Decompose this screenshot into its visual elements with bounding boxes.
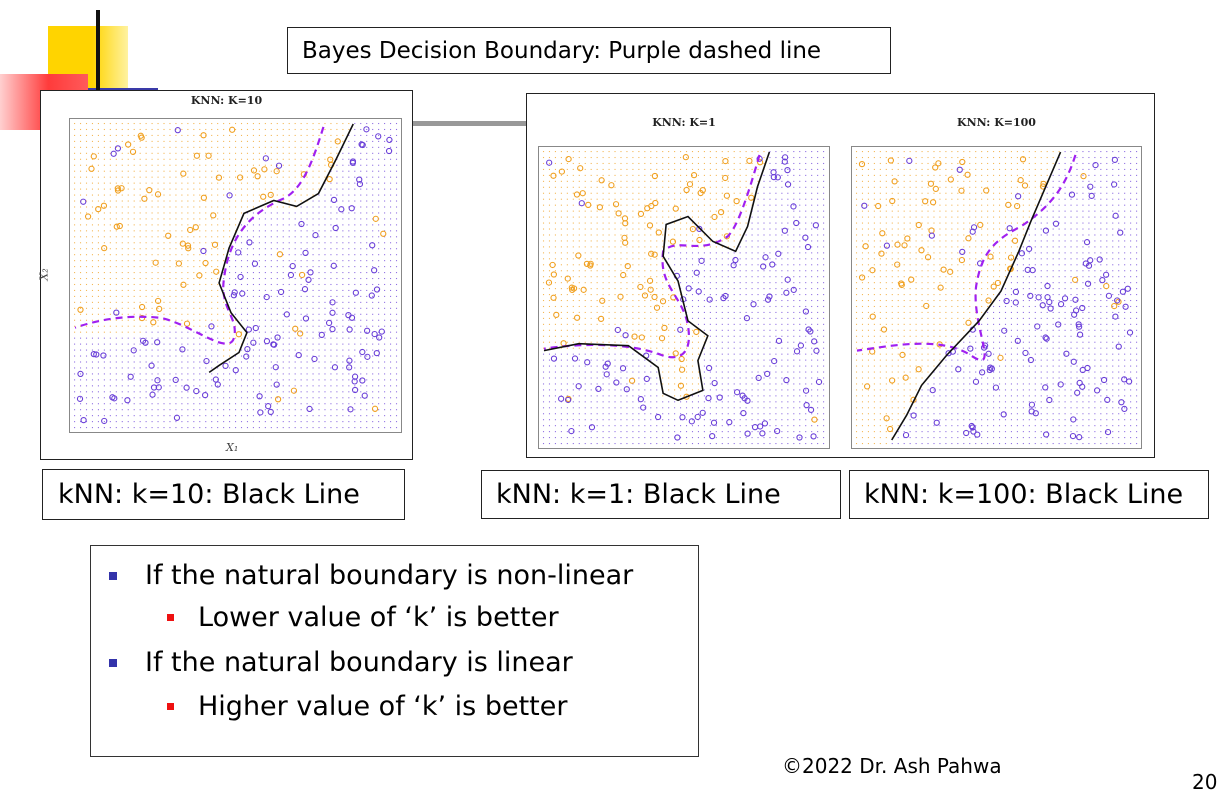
panel-k100-title: KNN: K=100 (957, 116, 1036, 129)
copyright: ©2022 Dr. Ash Pahwa (782, 754, 1002, 778)
panel-k10-xlabel: X₁ (226, 441, 239, 454)
bullet-1-sub-text: Lower value of ‘k’ is better (198, 602, 559, 633)
training-points (545, 154, 823, 441)
training-points (858, 156, 1134, 441)
panel-k10-title: KNN: K=10 (190, 94, 263, 107)
bullet-1: If the natural boundary is non-linear (109, 560, 633, 591)
bullet-1-text: If the natural boundary is non-linear (145, 560, 634, 591)
bayes-boundary-line (74, 126, 325, 345)
caption-k100-text: kNN: k=100: Black Line (864, 479, 1184, 510)
connector-line (412, 121, 526, 126)
bullet-1-sub: Lower value of ‘k’ is better (167, 602, 559, 633)
caption-k1: kNN: k=1: Black Line (481, 470, 841, 519)
training-points (76, 126, 393, 425)
caption-k100: kNN: k=100: Black Line (849, 470, 1209, 519)
knn-boundary-line (891, 151, 1062, 441)
deco-vertical-line (96, 10, 100, 122)
plot-k10 (69, 118, 402, 433)
header-label-text: Bayes Decision Boundary: Purple dashed l… (302, 37, 822, 64)
sub-bullet-square-icon (167, 614, 174, 621)
knn-boundary-line (543, 151, 771, 402)
page-number: 20 (1192, 770, 1218, 794)
plot-k1 (538, 146, 830, 449)
panel-k1-title: KNN: K=1 (652, 116, 716, 129)
bullet-box: If the natural boundary is non-linear Lo… (90, 545, 699, 757)
sub-bullet-square-icon (167, 703, 174, 710)
header-label: Bayes Decision Boundary: Purple dashed l… (287, 27, 891, 74)
bullet-2-text: If the natural boundary is linear (145, 647, 573, 678)
grid-dots (74, 122, 398, 429)
caption-k10: kNN: k=10: Black Line (42, 469, 405, 520)
grid-dots (855, 151, 1138, 445)
bullet-square-icon (109, 658, 117, 667)
deco-blue-line (88, 88, 158, 90)
knn-boundary-line (208, 123, 354, 374)
bullet-square-icon (109, 571, 117, 580)
panel-k10-ylabel: X₂ (37, 268, 51, 281)
caption-k1-text: kNN: k=1: Black Line (496, 479, 781, 510)
bullet-2-sub: Higher value of ‘k’ is better (167, 691, 567, 722)
bullet-2-sub-text: Higher value of ‘k’ is better (198, 691, 568, 722)
bayes-boundary-line (856, 154, 1077, 362)
bayes-boundary-line (543, 154, 761, 359)
bullet-2: If the natural boundary is linear (109, 647, 573, 678)
caption-k10-text: kNN: k=10: Black Line (58, 479, 360, 510)
plot-k100 (851, 146, 1142, 449)
